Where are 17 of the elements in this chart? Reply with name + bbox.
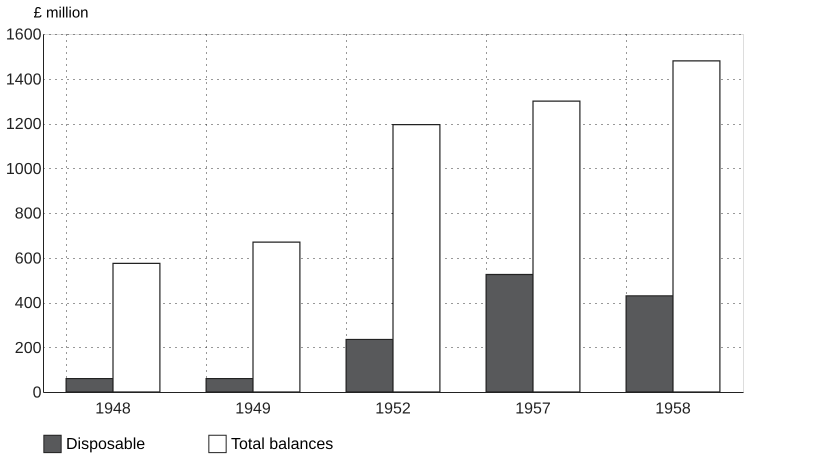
y-tick-label: 800: [14, 206, 42, 222]
y-tick-label: 1200: [6, 116, 42, 133]
x-tick-label: 1949: [235, 400, 271, 418]
legend-label: Disposable: [66, 436, 146, 453]
y-tick-label: 200: [14, 340, 42, 357]
y-tick-label: 1400: [6, 71, 42, 88]
y-tick-label: 1000: [6, 160, 42, 178]
legend-label: Total balances: [231, 436, 334, 453]
x-tick-label: 1957: [515, 400, 551, 418]
x-tick-label: 1952: [375, 400, 411, 418]
y-tick-label: 0: [32, 384, 42, 402]
y-tick-label: 1600: [6, 26, 42, 44]
y-tick-label: 400: [14, 295, 42, 312]
y-axis-title: £ million: [34, 4, 89, 22]
x-tick-label: 1958: [655, 400, 691, 418]
x-tick-label: 1948: [95, 400, 131, 418]
y-tick-label: 600: [14, 250, 42, 268]
